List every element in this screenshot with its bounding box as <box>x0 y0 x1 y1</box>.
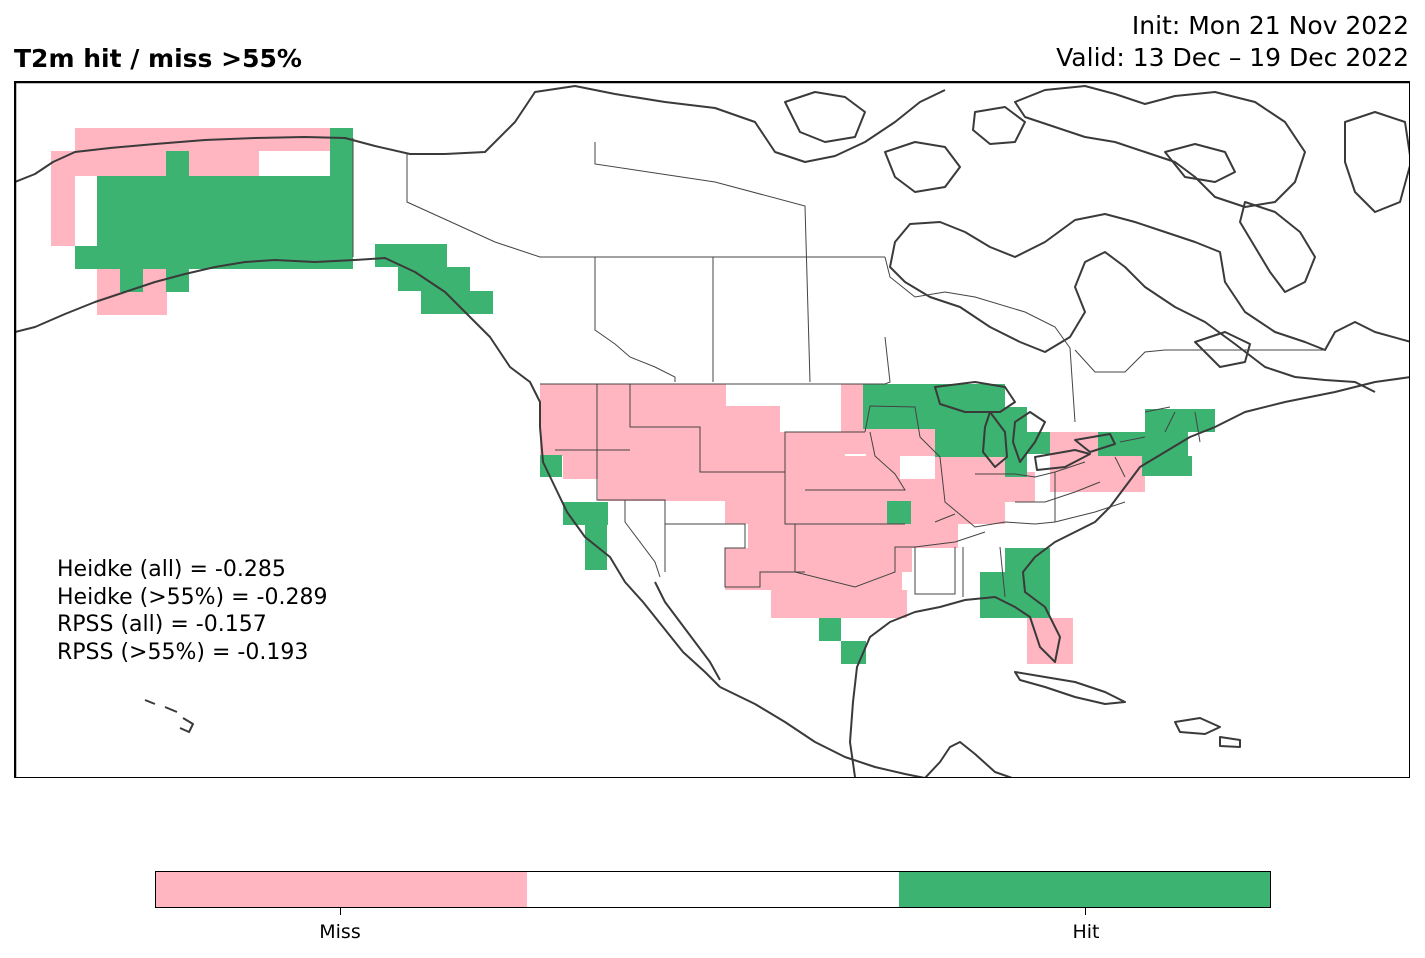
heidke-55: Heidke (>55%) = -0.289 <box>57 584 328 610</box>
political-borders <box>352 138 1325 598</box>
legend-hit-swatch <box>898 872 1270 907</box>
map-subtitle: Init: Mon 21 Nov 2022 Valid: 13 Dec – 19… <box>1056 10 1409 74</box>
map-panel <box>14 81 1410 778</box>
legend-label-miss: Miss <box>319 921 361 943</box>
map-border <box>15 82 1409 777</box>
miss-cells <box>51 128 1145 664</box>
valid-range: Valid: 13 Dec – 19 Dec 2022 <box>1056 43 1409 72</box>
map-canvas <box>15 82 1409 777</box>
rpss-all: RPSS (all) = -0.157 <box>57 612 267 637</box>
legend-label-hit: Hit <box>1072 921 1100 943</box>
legend-colorbar <box>155 871 1271 908</box>
score-annotations: Heidke (all) = -0.285 Heidke (>55%) = -0… <box>57 556 327 666</box>
verification-cells <box>51 128 1215 664</box>
rpss-55: RPSS (>55%) = -0.193 <box>57 639 309 665</box>
heidke-all: Heidke (all) = -0.285 <box>57 557 286 582</box>
coastlines <box>15 85 1409 777</box>
init-date: Init: Mon 21 Nov 2022 <box>1131 11 1409 40</box>
legend-miss-swatch <box>156 872 528 907</box>
map-title: T2m hit / miss >55% <box>14 44 302 73</box>
hit-cells <box>75 128 1215 664</box>
legend-neutral-swatch <box>527 872 899 907</box>
legend-tick-miss <box>340 908 341 915</box>
legend-tick-hit <box>1085 908 1086 915</box>
